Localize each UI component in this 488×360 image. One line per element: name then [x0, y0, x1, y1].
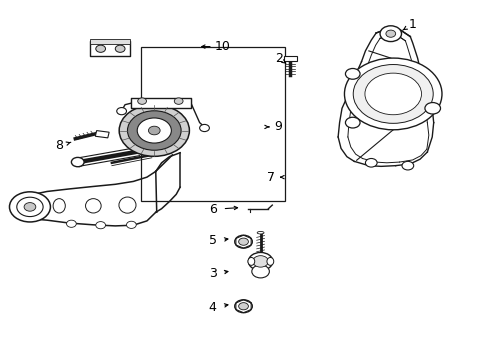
Circle shape — [115, 45, 125, 52]
Circle shape — [379, 26, 401, 41]
Ellipse shape — [266, 257, 273, 265]
Bar — [95, 131, 109, 138]
Text: 1: 1 — [408, 18, 416, 31]
Bar — [131, 98, 190, 108]
Circle shape — [126, 221, 136, 228]
Circle shape — [199, 125, 209, 132]
Ellipse shape — [119, 197, 136, 213]
Ellipse shape — [85, 199, 101, 213]
Bar — [90, 41, 130, 56]
Circle shape — [251, 265, 269, 278]
Text: 9: 9 — [274, 121, 282, 134]
Circle shape — [345, 68, 359, 79]
Circle shape — [345, 117, 359, 128]
Circle shape — [117, 108, 126, 115]
Circle shape — [385, 30, 395, 37]
Circle shape — [71, 157, 84, 167]
Circle shape — [174, 98, 183, 104]
Circle shape — [234, 235, 252, 248]
Circle shape — [234, 300, 252, 313]
Circle shape — [148, 126, 160, 135]
Text: 3: 3 — [208, 267, 216, 280]
Circle shape — [24, 203, 36, 211]
Bar — [141, 46, 285, 201]
Text: 6: 6 — [208, 203, 216, 216]
Circle shape — [238, 303, 248, 310]
Circle shape — [344, 58, 441, 130]
Circle shape — [137, 118, 171, 143]
Circle shape — [127, 111, 181, 150]
Bar — [90, 39, 130, 44]
Circle shape — [364, 73, 421, 115]
Ellipse shape — [247, 257, 254, 265]
Circle shape — [138, 98, 146, 104]
Circle shape — [424, 103, 440, 114]
Circle shape — [401, 161, 413, 170]
Text: 8: 8 — [55, 139, 63, 152]
Circle shape — [119, 105, 189, 156]
Circle shape — [248, 252, 272, 270]
Bar — [283, 56, 297, 61]
Text: 2: 2 — [274, 51, 282, 64]
Circle shape — [17, 197, 43, 217]
Circle shape — [66, 220, 76, 227]
Circle shape — [238, 238, 248, 245]
Circle shape — [352, 64, 432, 123]
Text: 7: 7 — [267, 171, 275, 184]
Ellipse shape — [257, 231, 264, 234]
Circle shape — [365, 158, 376, 167]
Ellipse shape — [53, 199, 65, 213]
Circle shape — [96, 45, 105, 52]
Circle shape — [96, 222, 105, 229]
Text: 4: 4 — [208, 301, 216, 314]
Circle shape — [9, 192, 50, 222]
Text: 5: 5 — [208, 234, 216, 247]
Circle shape — [252, 256, 268, 267]
Text: 10: 10 — [214, 40, 230, 53]
